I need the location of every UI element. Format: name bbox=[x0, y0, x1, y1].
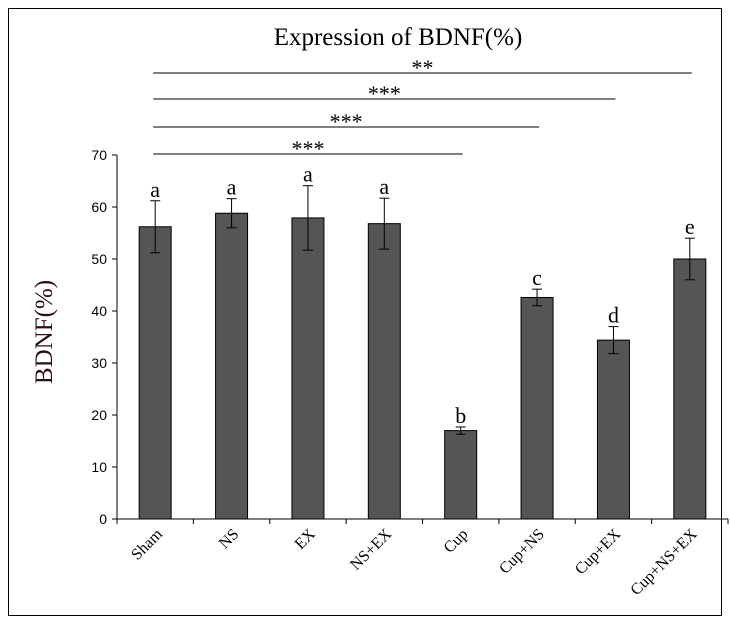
y-tick-label: 40 bbox=[91, 303, 107, 319]
bar bbox=[138, 226, 172, 520]
significance-stars: *** bbox=[330, 109, 363, 134]
significance-stars: *** bbox=[368, 81, 401, 106]
chart-title: Expression of BDNF(%) bbox=[274, 24, 523, 51]
significance-stars: *** bbox=[291, 136, 324, 161]
y-tick-label: 20 bbox=[91, 407, 107, 423]
significance-brackets: *********** bbox=[153, 55, 692, 161]
y-tick-label: 60 bbox=[91, 199, 107, 215]
group-letter: e bbox=[685, 214, 695, 239]
bar bbox=[291, 217, 325, 520]
bar bbox=[596, 339, 630, 520]
bar bbox=[673, 258, 707, 520]
bars: a a a a b c d e bbox=[138, 162, 707, 520]
bar bbox=[520, 296, 554, 520]
y-axis-label: BDNF(%) bbox=[31, 280, 58, 384]
y-tick-label: 0 bbox=[99, 511, 107, 527]
group-letter: a bbox=[303, 162, 313, 187]
group-letter: d bbox=[608, 303, 619, 328]
group-letter: a bbox=[150, 177, 160, 202]
y-tick-label: 70 bbox=[91, 147, 107, 163]
group-letter: b bbox=[455, 403, 466, 428]
bar bbox=[367, 223, 401, 520]
group-letter: a bbox=[379, 174, 389, 199]
y-ticks: 0 10 20 30 40 50 60 70 bbox=[91, 147, 117, 527]
group-letter: c bbox=[532, 265, 542, 290]
y-tick-label: 30 bbox=[91, 355, 107, 371]
bar bbox=[444, 430, 478, 520]
y-tick-label: 50 bbox=[91, 251, 107, 267]
bar bbox=[215, 212, 249, 520]
group-letter: a bbox=[227, 175, 237, 200]
y-tick-label: 10 bbox=[91, 459, 107, 475]
significance-stars: ** bbox=[412, 55, 434, 80]
